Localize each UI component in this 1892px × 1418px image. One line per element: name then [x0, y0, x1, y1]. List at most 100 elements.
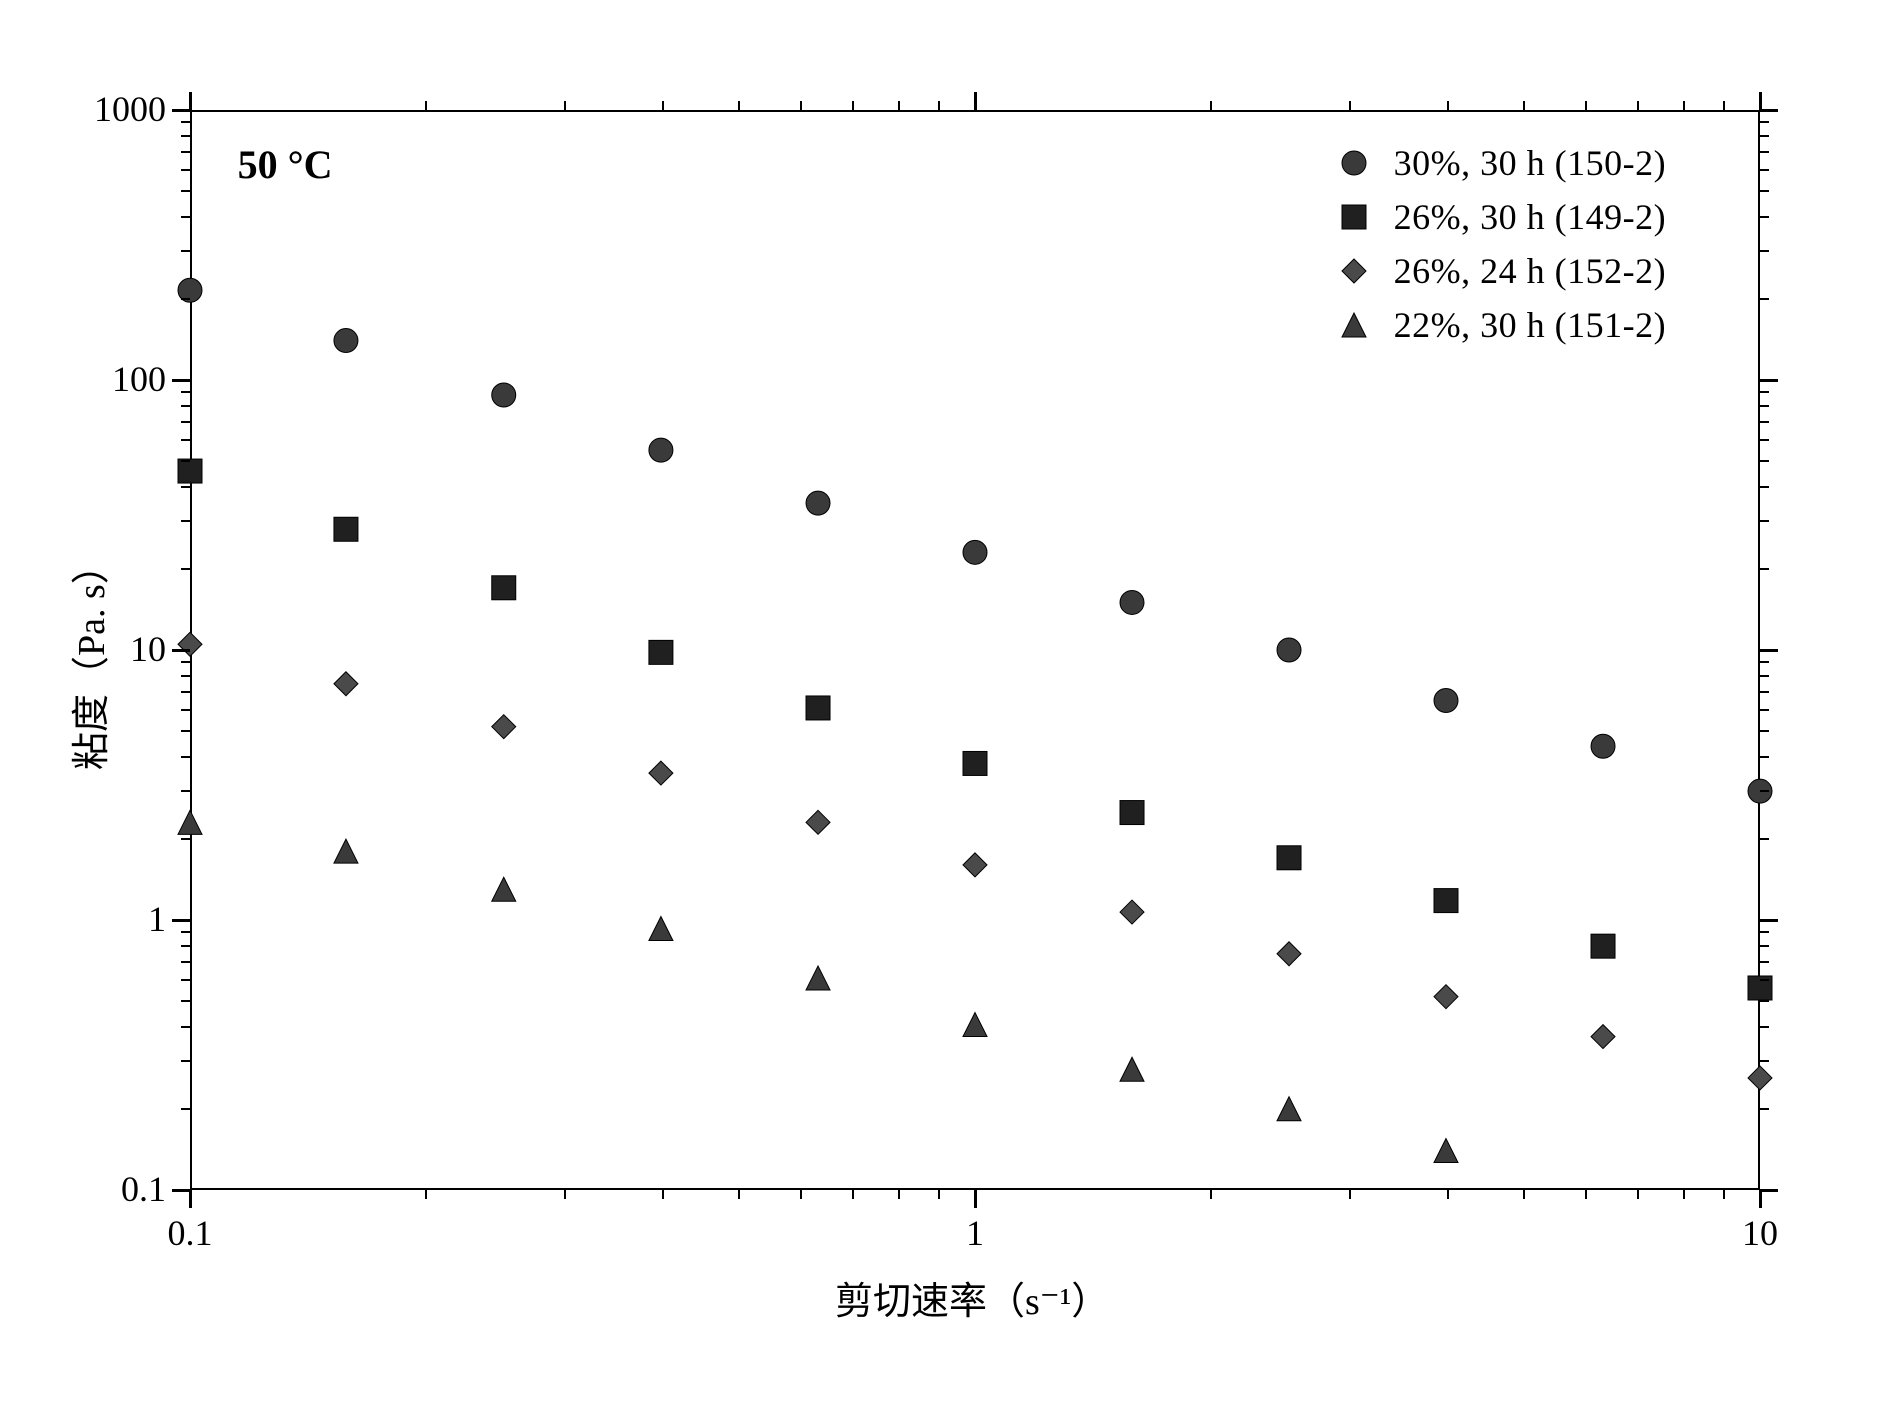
x-tick-minor [1637, 1190, 1639, 1199]
y-tick-minor-right [1760, 756, 1769, 758]
y-tick-minor-right [1760, 391, 1769, 393]
y-tick-minor [181, 691, 190, 693]
page: 粘度（Pa. s） 剪切速率（s⁻¹） 50 °C 30%, 30 h (150… [0, 0, 1892, 1418]
x-tick-major-top [974, 92, 977, 110]
temperature-annotation: 50 °C [238, 141, 333, 188]
legend: 30%, 30 h (150-2) 26%, 30 h (149-2)26%, 2… [1314, 136, 1666, 352]
x-tick-minor [898, 1190, 900, 1199]
y-tick-minor-right [1760, 931, 1769, 933]
y-tick-minor [181, 460, 190, 462]
y-tick-minor [181, 216, 190, 218]
y-tick-minor-right [1760, 730, 1769, 732]
x-tick-minor [1723, 1190, 1725, 1199]
y-tick-minor-right [1760, 421, 1769, 423]
x-tick-minor [1349, 1190, 1351, 1199]
y-tick-major-right [1760, 109, 1778, 112]
y-tick-minor [181, 1108, 190, 1110]
y-tick-minor [181, 391, 190, 393]
y-tick-minor-right [1760, 460, 1769, 462]
y-tick-minor-right [1760, 121, 1769, 123]
y-tick-minor [181, 121, 190, 123]
x-tick-minor [662, 1190, 664, 1199]
y-tick-minor [181, 790, 190, 792]
y-tick-minor [181, 486, 190, 488]
x-tick-major [189, 1190, 192, 1208]
x-tick-minor [1210, 1190, 1212, 1199]
y-tick-minor-right [1760, 135, 1769, 137]
y-tick-minor [181, 520, 190, 522]
x-tick-minor-top [1523, 101, 1525, 110]
y-tick-minor [181, 135, 190, 137]
legend-item: 26%, 30 h (149-2) [1314, 190, 1666, 244]
x-tick-minor-top [800, 101, 802, 110]
y-tick-major-right [1760, 1189, 1778, 1192]
x-tick-minor [852, 1190, 854, 1199]
x-tick-minor-top [1349, 101, 1351, 110]
y-tick-major [172, 919, 190, 922]
y-tick-minor [181, 1000, 190, 1002]
y-tick-minor-right [1760, 961, 1769, 963]
x-tick-minor-top [852, 101, 854, 110]
y-tick-minor-right [1760, 405, 1769, 407]
legend-item: 22%, 30 h (151-2) [1314, 298, 1666, 352]
x-tick-minor-top [425, 101, 427, 110]
y-tick-minor-right [1760, 151, 1769, 153]
x-tick-minor [800, 1190, 802, 1199]
y-tick-major [172, 649, 190, 652]
x-tick-minor-top [1210, 101, 1212, 110]
x-tick-major [1759, 1190, 1762, 1208]
x-tick-minor [1683, 1190, 1685, 1199]
x-tick-minor [425, 1190, 427, 1199]
y-tick-minor-right [1760, 1108, 1769, 1110]
x-tick-major-top [189, 92, 192, 110]
y-tick-major [172, 1189, 190, 1192]
x-tick-minor-top [1637, 101, 1639, 110]
y-tick-minor-right [1760, 1060, 1769, 1062]
y-tick-minor-right [1760, 790, 1769, 792]
y-tick-minor [181, 568, 190, 570]
y-tick-minor [181, 169, 190, 171]
y-tick-minor-right [1760, 298, 1769, 300]
x-tick-minor-top [662, 101, 664, 110]
y-tick-minor-right [1760, 691, 1769, 693]
y-tick-minor-right [1760, 439, 1769, 441]
y-tick-minor [181, 250, 190, 252]
y-tick-minor-right [1760, 1026, 1769, 1028]
legend-item: 26%, 24 h (152-2) [1314, 244, 1666, 298]
y-tick-major-right [1760, 649, 1778, 652]
y-tick-label: 0.1 [121, 1168, 166, 1210]
x-tick-label: 10 [1730, 1212, 1790, 1254]
x-tick-minor-top [1683, 101, 1685, 110]
y-tick-minor-right [1760, 838, 1769, 840]
y-tick-minor-right [1760, 568, 1769, 570]
y-tick-minor [181, 756, 190, 758]
legend-label: 22%, 30 h (151-2) [1394, 304, 1666, 346]
y-tick-major [172, 379, 190, 382]
x-tick-major [974, 1190, 977, 1208]
legend-item: 30%, 30 h (150-2) [1314, 136, 1666, 190]
legend-marker-icon [1314, 136, 1394, 190]
y-tick-minor-right [1760, 979, 1769, 981]
y-tick-minor [181, 961, 190, 963]
y-tick-label: 10 [130, 628, 166, 670]
legend-label: 30%, 30 h (150-2) [1394, 142, 1666, 184]
y-tick-minor-right [1760, 250, 1769, 252]
y-tick-minor-right [1760, 709, 1769, 711]
x-tick-minor-top [1723, 101, 1725, 110]
y-tick-minor-right [1760, 486, 1769, 488]
x-tick-minor [738, 1190, 740, 1199]
y-tick-minor [181, 675, 190, 677]
y-tick-minor-right [1760, 1000, 1769, 1002]
y-tick-minor [181, 151, 190, 153]
y-tick-minor [181, 1026, 190, 1028]
legend-marker-icon [1314, 298, 1394, 352]
y-axis-label: 粘度（Pa. s） [60, 546, 115, 770]
y-tick-minor [181, 730, 190, 732]
y-tick-minor [181, 439, 190, 441]
y-tick-minor [181, 661, 190, 663]
y-tick-minor-right [1760, 190, 1769, 192]
x-tick-minor [1585, 1190, 1587, 1199]
x-tick-label: 0.1 [160, 1212, 220, 1254]
y-tick-minor-right [1760, 169, 1769, 171]
x-tick-minor [564, 1190, 566, 1199]
